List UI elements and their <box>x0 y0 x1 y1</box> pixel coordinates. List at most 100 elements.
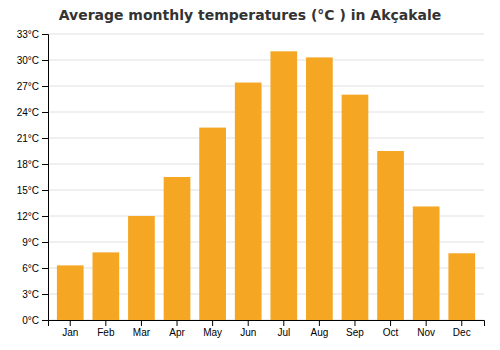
y-tick-label: 18°C <box>17 159 39 170</box>
x-tick: May <box>203 320 222 338</box>
x-tick-mark <box>70 320 71 326</box>
y-tick: 18°C <box>17 159 48 170</box>
y-tick: 6°C <box>22 263 48 274</box>
x-tick: Nov <box>417 320 435 338</box>
y-tick-mark <box>42 320 48 321</box>
x-tick-label: May <box>203 327 222 338</box>
y-tick: 9°C <box>22 237 48 248</box>
x-tick: Jan <box>62 320 78 338</box>
y-tick: 15°C <box>17 185 48 196</box>
y-tick-mark <box>42 86 48 87</box>
bar <box>57 265 84 320</box>
x-tick-label: Jan <box>62 327 78 338</box>
y-tick-label: 15°C <box>17 185 39 196</box>
grid-line <box>48 60 484 61</box>
x-tick: Dec <box>453 320 471 338</box>
y-axis: 0°C 3°C 6°C 9°C 12°C 15°C 18°C 21°C 24°C 27°C 30°C… <box>17 29 49 326</box>
x-tick-mark <box>461 320 462 326</box>
bar <box>306 57 333 320</box>
grid-line <box>48 138 484 139</box>
x-tick-label: Apr <box>169 327 185 338</box>
y-tick-mark <box>42 190 48 191</box>
y-tick: 27°C <box>17 81 48 92</box>
x-tick-label: Feb <box>97 327 115 338</box>
y-axis-line <box>42 35 49 321</box>
y-tick-label: 33°C <box>17 29 39 40</box>
x-tick: Aug <box>310 320 328 338</box>
y-tick: 0°C <box>22 315 48 326</box>
x-tick: Oct <box>383 320 399 338</box>
grid-line <box>48 34 484 35</box>
x-tick: Feb <box>97 320 115 338</box>
y-tick-mark <box>42 216 48 217</box>
x-tick-mark <box>390 320 391 326</box>
y-tick: 12°C <box>17 211 48 222</box>
bar <box>128 216 155 320</box>
x-tick-mark <box>141 320 142 326</box>
x-tick-mark <box>319 320 320 326</box>
x-axis-line <box>49 321 485 327</box>
x-tick: Jun <box>240 320 256 338</box>
y-tick-label: 0°C <box>22 315 39 326</box>
y-tick-label: 27°C <box>17 81 39 92</box>
bar <box>92 252 119 320</box>
x-tick-mark <box>426 320 427 326</box>
x-axis: Jan Feb Mar Apr May Jun Jul Aug Sep Oct Nov Dec <box>49 320 485 338</box>
x-tick: Jul <box>277 320 290 338</box>
bar <box>199 128 226 320</box>
x-tick-mark <box>354 320 355 326</box>
bar <box>413 206 440 320</box>
y-tick-label: 3°C <box>22 289 39 300</box>
x-tick: Sep <box>346 320 364 338</box>
x-tick-label: Aug <box>310 327 328 338</box>
chart: Jan Feb Mar Apr May Jun Jul Aug Sep Oct Nov Dec 0°C 3… <box>0 0 500 350</box>
y-tick: 33°C <box>17 29 48 40</box>
y-tick-mark <box>42 60 48 61</box>
x-tick: Mar <box>133 320 151 338</box>
y-tick-label: 30°C <box>17 55 39 66</box>
bar <box>164 177 191 320</box>
bar <box>377 151 404 320</box>
y-tick: 24°C <box>17 107 48 118</box>
y-tick-label: 12°C <box>17 211 39 222</box>
x-tick-label: Oct <box>383 327 399 338</box>
grid-line <box>48 164 484 165</box>
y-tick-label: 9°C <box>22 237 39 248</box>
y-tick: 21°C <box>17 133 48 144</box>
y-tick-mark <box>42 138 48 139</box>
y-tick-mark <box>42 164 48 165</box>
y-tick: 3°C <box>22 289 48 300</box>
title: Average monthly temperatures (°C ) in Ak… <box>59 7 442 23</box>
x-tick-mark <box>177 320 178 326</box>
y-tick-label: 6°C <box>22 263 39 274</box>
x-tick-label: Jun <box>240 327 256 338</box>
x-tick-mark <box>248 320 249 326</box>
x-tick-mark <box>105 320 106 326</box>
bar <box>235 83 262 320</box>
x-tick-label: Mar <box>133 327 151 338</box>
x-tick-mark <box>283 320 284 326</box>
y-tick-mark <box>42 242 48 243</box>
bar <box>342 95 369 320</box>
x-tick-label: Dec <box>453 327 471 338</box>
plot-area: Jan Feb Mar Apr May Jun Jul Aug Sep Oct Nov Dec 0°C 3… <box>17 29 485 338</box>
y-tick-mark <box>42 34 48 35</box>
bar <box>270 51 297 320</box>
x-tick: Apr <box>169 320 185 338</box>
bar <box>448 253 475 320</box>
x-tick-mark <box>212 320 213 326</box>
grid-line <box>48 112 484 113</box>
x-tick-label: Sep <box>346 327 364 338</box>
y-tick-label: 24°C <box>17 107 39 118</box>
y-tick-label: 21°C <box>17 133 39 144</box>
y-tick-mark <box>42 268 48 269</box>
y-tick-mark <box>42 112 48 113</box>
x-tick-label: Jul <box>277 327 290 338</box>
x-tick-label: Nov <box>417 327 435 338</box>
y-tick: 30°C <box>17 55 48 66</box>
grid-line <box>48 86 484 87</box>
grid <box>48 34 484 320</box>
y-tick-mark <box>42 294 48 295</box>
bars <box>57 51 475 320</box>
grid-line <box>48 190 484 191</box>
